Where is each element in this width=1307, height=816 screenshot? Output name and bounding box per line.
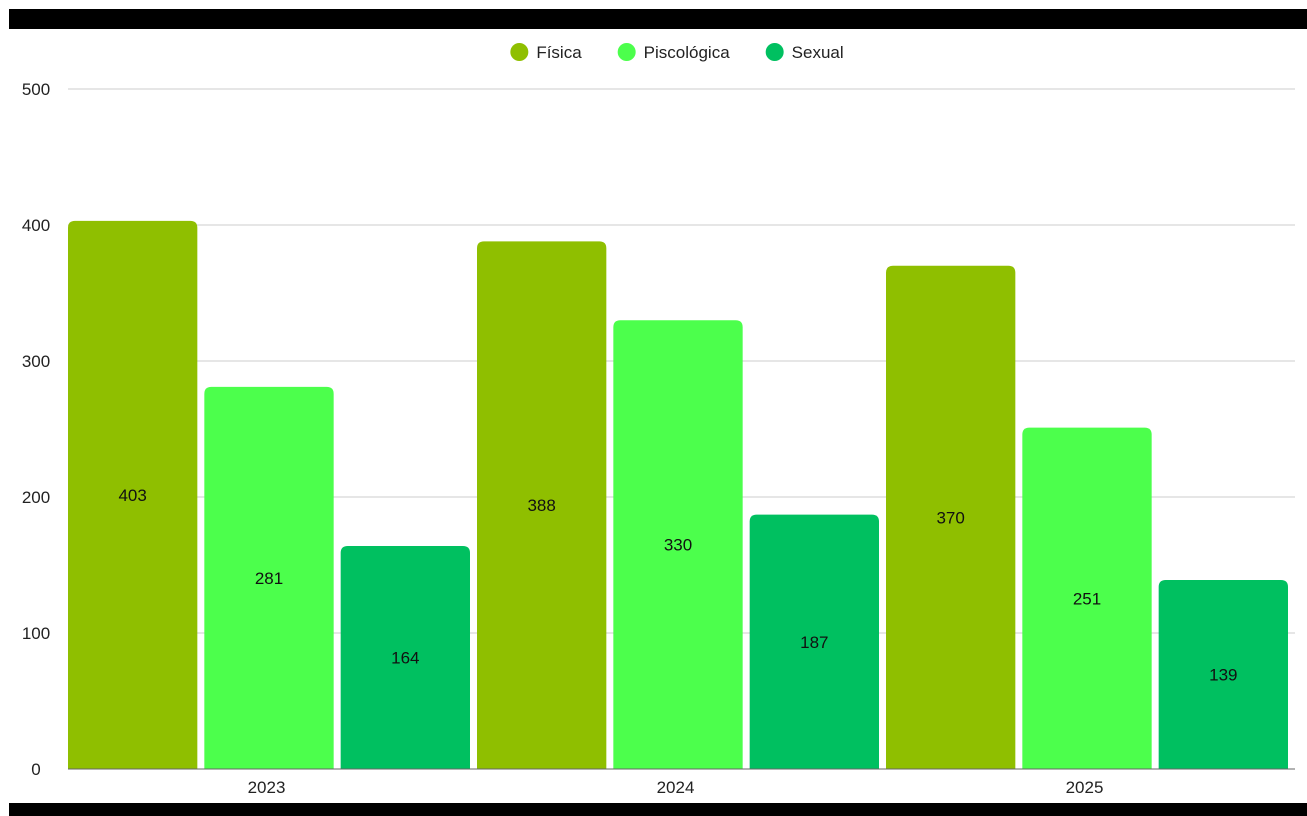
bar-labels: 403 281 164 388 330 187 370 251 139 (118, 486, 1237, 685)
y-tick-label: 400 (22, 216, 50, 235)
bar-value-label: 187 (800, 633, 828, 652)
y-tick-label: 100 (22, 624, 50, 643)
top-frame-bar (9, 9, 1307, 29)
bar-2025-series-1 (1022, 427, 1152, 769)
x-axis-ticks: 2023 2024 2025 (248, 778, 1104, 797)
y-axis-ticks: 0 100 200 300 400 500 (22, 80, 50, 779)
legend-label: Física (536, 43, 582, 62)
bar-value-label: 403 (118, 486, 146, 505)
bar-value-label: 251 (1073, 589, 1101, 608)
bar-value-label: 370 (936, 508, 964, 527)
bar-value-label: 330 (664, 536, 692, 555)
x-tick-label: 2025 (1066, 778, 1104, 797)
legend-label: Piscológica (644, 43, 731, 62)
bar-value-label: 281 (255, 569, 283, 588)
legend-swatch (765, 43, 784, 61)
y-tick-label: 300 (22, 352, 50, 371)
y-tick-label: 200 (22, 488, 50, 507)
y-tick-label: 0 (31, 760, 40, 779)
legend-swatch (510, 43, 529, 61)
bar-2023-series-0 (68, 220, 198, 770)
bar-value-label: 388 (527, 496, 555, 515)
legend-swatch (617, 43, 636, 61)
bar-2024-series-2 (749, 514, 879, 769)
bar-2025-series-2 (1158, 579, 1288, 769)
bar-2024-series-0 (477, 241, 607, 769)
bar-2024-series-1 (613, 320, 743, 769)
x-tick-label: 2023 (248, 778, 286, 797)
legend: Física Piscológica Sexual (510, 43, 844, 62)
bar-2023-series-2 (340, 545, 470, 769)
x-tick-label: 2024 (657, 778, 695, 797)
bar-value-label: 139 (1209, 665, 1237, 684)
bottom-frame-bar (9, 803, 1307, 816)
bars (68, 220, 1288, 770)
bar-2023-series-1 (204, 386, 334, 769)
y-tick-label: 500 (22, 80, 50, 99)
legend-label: Sexual (792, 43, 844, 62)
bar-2025-series-0 (886, 265, 1016, 769)
bar-value-label: 164 (391, 648, 419, 667)
